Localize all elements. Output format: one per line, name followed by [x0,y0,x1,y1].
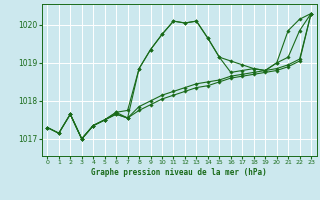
X-axis label: Graphe pression niveau de la mer (hPa): Graphe pression niveau de la mer (hPa) [91,168,267,177]
